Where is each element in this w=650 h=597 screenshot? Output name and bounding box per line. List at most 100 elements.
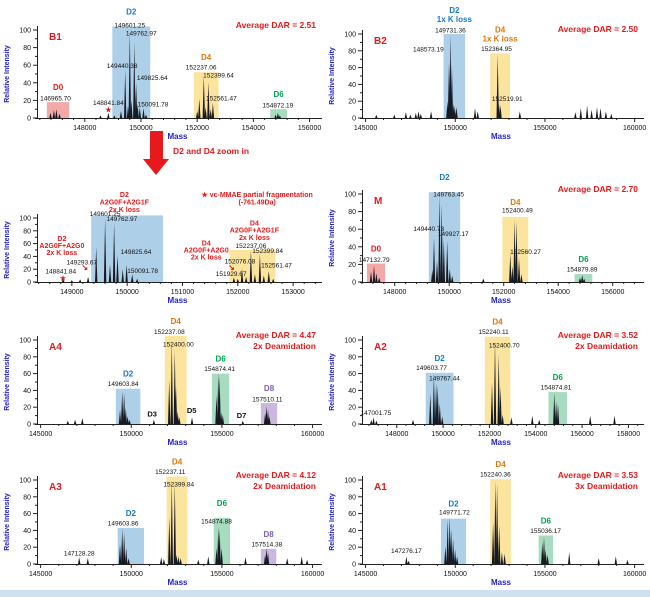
peak: [438, 403, 441, 424]
y-axis-title: Relative Intensity: [4, 353, 11, 411]
peak: [556, 403, 560, 424]
peak: [450, 529, 453, 564]
panel-letter: B2: [374, 36, 387, 47]
peak: [103, 218, 107, 282]
peak: [286, 558, 289, 564]
peak: [610, 113, 613, 118]
peak-label: 149440.38: [107, 63, 138, 70]
highlight-label: D2: [126, 509, 137, 518]
peak: [449, 34, 452, 118]
y-tick-label: 40: [23, 80, 31, 87]
panel-letter: B1: [49, 32, 62, 43]
peak: [131, 274, 134, 282]
axes: [358, 30, 644, 122]
highlight-D0-B1: [46, 102, 70, 118]
peak: [244, 276, 248, 282]
peak: [272, 278, 275, 282]
y-tick-label: 100: [19, 216, 31, 223]
peak-label: 152237.08: [154, 329, 185, 336]
peak: [135, 278, 139, 282]
peak-label: 152240.36: [480, 472, 511, 479]
peak: [451, 538, 455, 564]
peak: [444, 546, 447, 564]
peak: [78, 279, 82, 282]
peak: [262, 275, 265, 282]
y-tick-label: 40: [23, 528, 31, 535]
dar-annotation: Average DAR = 4.47: [236, 330, 317, 340]
highlight-label: D4: [492, 318, 503, 327]
peak: [119, 111, 123, 118]
peak: [438, 194, 441, 282]
peak: [142, 108, 145, 118]
highlight-zoom-ZOOM: [91, 215, 164, 282]
panel-a3: 145000 150000 155000 160000 0 20 40 60 80 100 Mass…: [0, 452, 328, 590]
peak: [278, 115, 281, 118]
annotation-text: A2G0F+A2G0: [184, 248, 229, 255]
peak: [455, 556, 459, 564]
y-tick-label: 40: [23, 254, 31, 261]
x-tick-label: 155000: [210, 571, 233, 578]
peak: [253, 274, 257, 282]
peak: [126, 416, 129, 424]
dar-annotation: Average DAR = 2.50: [558, 24, 639, 34]
peak: [513, 219, 516, 282]
bottom-strip: [0, 590, 650, 597]
spectrum-b2: 145000 150000 155000 160000 0 20 40 60 80 100 Mass…: [329, 6, 646, 141]
peak-label: 146965.70: [40, 95, 71, 102]
x-tick-label: 156000: [298, 125, 321, 132]
peak: [491, 522, 495, 564]
peak: [240, 268, 244, 282]
peak: [375, 420, 378, 424]
peak: [553, 392, 556, 424]
y-tick-label: 80: [348, 209, 356, 216]
panel-b1: 148000 150000 152000 154000 156000 0 20 40 60 80 1…: [0, 4, 328, 144]
spectrum-a2: 148000 150000 152000 154000 156000 158000 0 20 4…: [329, 318, 644, 447]
spectrum-zoom: 149000 150000 151000 152000 153000 0 20 40 60 80 1…: [4, 191, 322, 305]
peak: [494, 480, 497, 564]
y-tick-label: 0: [352, 422, 356, 429]
peak: [473, 107, 477, 118]
peak-label: 149825.64: [137, 75, 168, 82]
y-tick-label: 60: [23, 371, 31, 378]
x-tick-label: 150000: [444, 125, 467, 132]
peak: [232, 277, 236, 282]
panel-letter: A3: [49, 482, 62, 493]
peak: [66, 420, 69, 424]
peak: [372, 417, 375, 424]
x-tick-label: 160000: [301, 431, 324, 438]
annotation-text: 2x K loss: [109, 207, 140, 214]
peak: [582, 278, 586, 282]
x-tick-label: 160000: [623, 571, 646, 578]
peak: [436, 385, 439, 424]
peak: [453, 106, 456, 118]
peak: [198, 98, 201, 118]
highlight-label: D2: [449, 6, 460, 15]
x-tick-label: 149000: [60, 289, 83, 296]
peak: [411, 419, 415, 424]
highlight-D4-A2: [484, 336, 511, 424]
axes: [33, 336, 322, 428]
zoom-arrow-head: [143, 159, 169, 175]
peak: [78, 557, 81, 564]
peak-label: 152560.27: [510, 249, 541, 256]
x-tick-label: 150000: [444, 571, 467, 578]
y-tick-label: 40: [23, 388, 31, 395]
y-tick-label: 20: [348, 405, 356, 412]
peak: [435, 260, 439, 282]
x-axis-title: Mass: [491, 132, 512, 141]
annotation-text: D4: [250, 221, 259, 228]
y-axis-title: Relative Intensity: [329, 493, 336, 551]
peak-label: 151929.67: [216, 271, 247, 278]
peak: [174, 387, 178, 424]
peak-label: 152399.84: [252, 248, 283, 255]
peak: [274, 114, 277, 118]
peak: [503, 553, 506, 564]
peak: [179, 558, 182, 564]
peak: [211, 103, 215, 118]
panel-a4: 145000 150000 155000 160000 0 20 40 60 80 100 Mass…: [0, 310, 328, 450]
peak: [177, 556, 180, 564]
peak: [497, 103, 501, 118]
highlight-label: D6: [553, 373, 564, 382]
peak: [496, 54, 499, 118]
peaks-A1: [405, 480, 629, 564]
